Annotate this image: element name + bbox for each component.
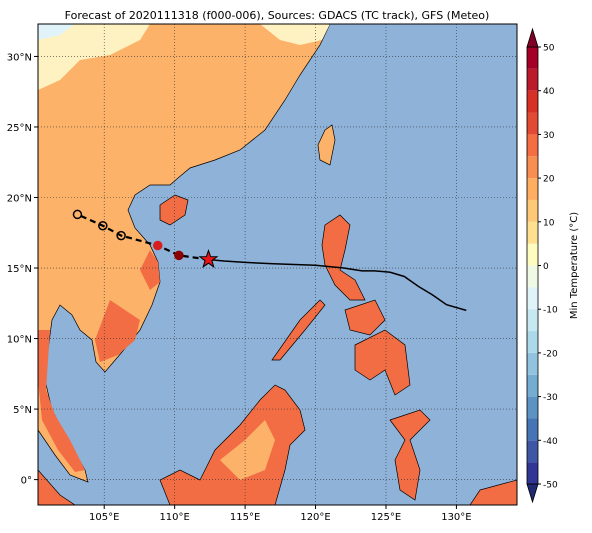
colorbar-tick-label: -30: [543, 393, 558, 403]
x-tick-label: 120°E: [300, 512, 330, 523]
colorbar-band: [527, 156, 538, 179]
warm-region: [140, 250, 160, 290]
colorbar-band: [527, 112, 538, 135]
colorbar-band: [527, 199, 538, 222]
colorbar-band: [527, 134, 538, 157]
y-tick-label: 5°N: [13, 405, 32, 416]
luzon: [321, 214, 366, 301]
borneo-interior: [220, 420, 275, 480]
colorbar-tick-label: 40: [543, 87, 555, 97]
colorbar-tick-label: -10: [543, 306, 558, 316]
colorbar-tick-label: 50: [543, 44, 555, 54]
visayas: [344, 299, 386, 336]
colorbar-band: [527, 178, 538, 200]
forecast-position: [153, 240, 163, 251]
colorbar-band: [527, 309, 538, 332]
map-title: Forecast of 2020111318 (f000-006), Sourc…: [65, 9, 490, 22]
colorbar-band: [527, 243, 538, 266]
colorbar-label: Min Temperature (°C): [569, 212, 580, 319]
x-tick-label: 130°E: [441, 512, 471, 523]
hainan: [159, 194, 189, 226]
forecast-track: [76, 213, 209, 261]
colorbar-band: [527, 331, 538, 353]
y-tick-label: 30°N: [7, 52, 32, 63]
x-tick-label: 125°E: [371, 512, 401, 523]
sulawesi: [389, 409, 431, 501]
colorbar-band: [527, 47, 538, 69]
colorbar-tick-label: 0: [543, 262, 549, 272]
colorbar-band: [527, 68, 538, 91]
colorbar-tick-label: -50: [543, 481, 558, 491]
colorbar-band: [527, 221, 538, 244]
sumatra: [38, 469, 76, 505]
x-tick-label: 110°E: [159, 512, 189, 523]
current-position: [198, 249, 219, 269]
y-tick-label: 25°N: [7, 123, 32, 134]
colorbar-band: [527, 90, 538, 113]
warm-region: [95, 300, 140, 362]
map-frame: [37, 23, 518, 506]
colorbar: -50 -40 -30 -20 -10 0 10 20 30 40 50 Min Temperatur…: [526, 27, 580, 504]
cool-region: [38, 24, 150, 90]
colorbar-band: [527, 352, 538, 375]
map-area: [38, 24, 517, 505]
mindanao: [354, 329, 411, 396]
colorbar-band: [527, 374, 538, 397]
colorbar-under: [526, 483, 539, 504]
colorbar-band: [527, 418, 538, 441]
colorbar-band: [527, 265, 538, 288]
borneo: [159, 384, 306, 505]
y-tick-label: 10°N: [7, 335, 32, 346]
cold-region: [38, 24, 75, 40]
colorbar-tick-label: 30: [543, 131, 555, 141]
x-tick-label: 105°E: [89, 512, 119, 523]
cool-region: [260, 24, 330, 45]
forecast-position: [72, 209, 83, 220]
colorbar-tick-label: 20: [543, 175, 555, 185]
colorbar-band: [527, 287, 538, 310]
colorbar-over: [526, 27, 539, 48]
forecast-position: [98, 220, 108, 231]
new-guinea: [469, 479, 517, 505]
colorbar-band: [527, 440, 538, 463]
colorbar-band: [527, 462, 538, 484]
colorbar-band: [527, 396, 538, 419]
warm-region: [38, 330, 85, 472]
y-tick-label: 0°: [21, 476, 32, 487]
colorbar-tick-label: -40: [543, 437, 558, 447]
x-tick-label: 115°E: [230, 512, 260, 523]
colorbar-tick-label: -20: [543, 349, 558, 359]
y-tick-label: 20°N: [7, 193, 32, 204]
colorbar-tick-label: 10: [543, 218, 555, 228]
forecast-position: [174, 250, 184, 261]
palawan: [271, 299, 326, 361]
taiwan: [317, 124, 336, 166]
tc-track: [208, 258, 467, 312]
y-tick-label: 15°N: [7, 264, 32, 275]
forecast-position: [116, 230, 126, 241]
axes: 105°E 110°E 115°E 120°E 125°E 130°E 0° 5°N 10°N 1…: [7, 52, 472, 523]
overlay: [38, 24, 517, 505]
